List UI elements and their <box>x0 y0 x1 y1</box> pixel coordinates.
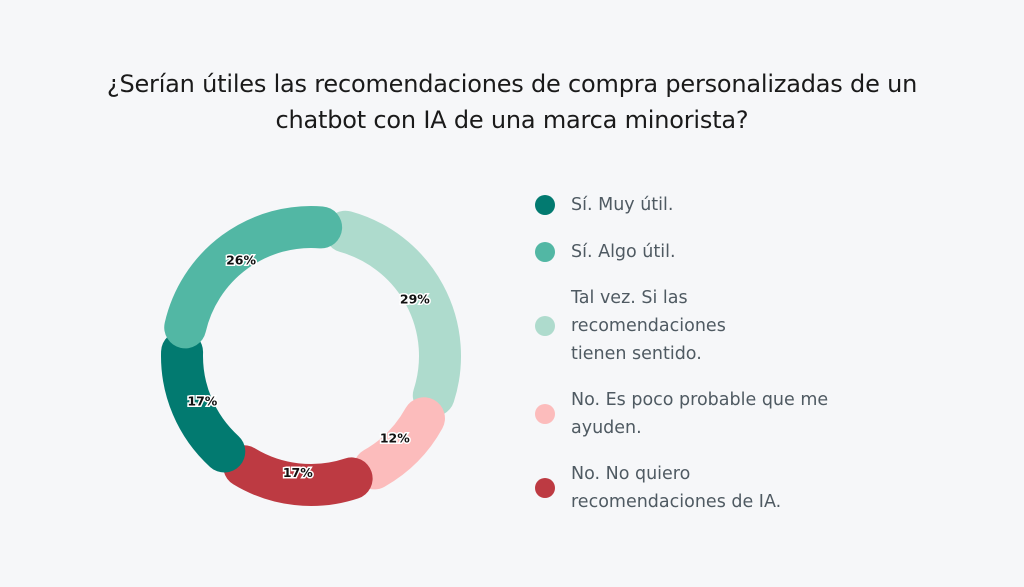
donut-slice <box>353 397 445 490</box>
legend-label: No. No quiero recomendaciones de IA. <box>571 464 782 512</box>
slice-label: 12% <box>380 431 410 446</box>
legend-item-poco-probable: No. Es poco probable que me ayuden. <box>535 386 895 442</box>
legend-swatch <box>535 242 555 262</box>
legend-label: No. Es poco probable que me ayuden. <box>571 390 829 438</box>
legend-swatch <box>535 316 555 336</box>
chart-title: ¿Serían útiles las recomendaciones de co… <box>106 70 918 134</box>
legend-item-muy-util: Sí. Muy útil. <box>535 190 895 220</box>
legend-item-tal-vez: Tal vez. Si las recomendaciones tienen s… <box>535 284 895 368</box>
donut-slice <box>164 206 343 349</box>
slice-label: 17% <box>187 394 217 409</box>
legend-swatch <box>535 404 555 424</box>
donut-slice <box>324 210 461 417</box>
slice-label: 29% <box>400 292 430 307</box>
legend-swatch <box>535 478 555 498</box>
legend-label: Sí. Algo útil. <box>571 242 676 262</box>
legend-item-no-quiero: No. No quiero recomendaciones de IA. <box>535 460 895 516</box>
donut-slice <box>161 330 246 473</box>
donut-slice <box>223 445 373 506</box>
legend-swatch <box>535 195 555 215</box>
legend-label: Tal vez. Si las recomendaciones tienen s… <box>571 288 726 364</box>
slice-label: 26% <box>226 252 256 267</box>
legend-label: Sí. Muy útil. <box>571 195 674 215</box>
legend: Sí. Muy útil. Sí. Algo útil. Tal vez. Si… <box>535 190 895 516</box>
slice-label: 17% <box>283 465 313 480</box>
legend-item-algo-util: Sí. Algo útil. <box>535 237 895 267</box>
